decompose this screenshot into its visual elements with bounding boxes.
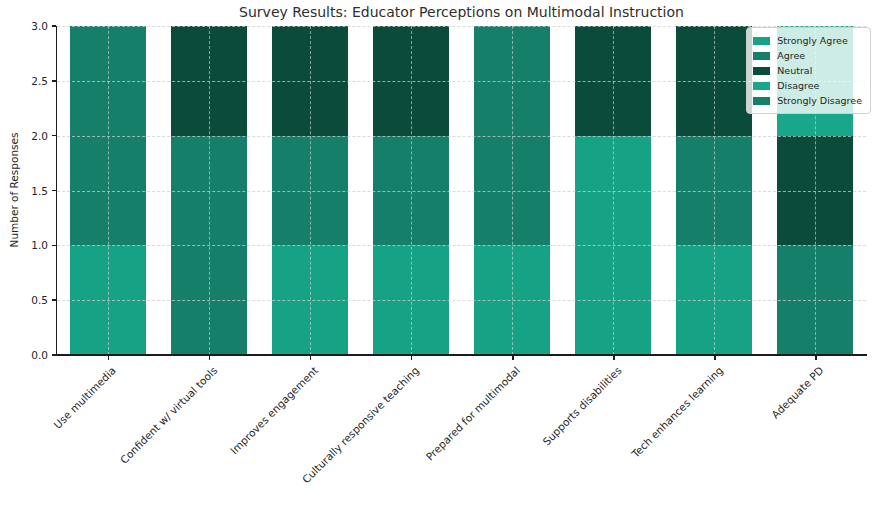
legend-item-strongly-disagree: Strongly Disagree	[753, 93, 862, 108]
x-gridline	[209, 26, 210, 355]
y-gridline	[57, 26, 866, 27]
legend-swatch-icon	[753, 37, 770, 45]
y-tick-mark	[52, 245, 56, 247]
x-tick-label-supports-disabilities: Supports disabilities	[540, 364, 624, 448]
x-tick-mark	[512, 356, 514, 360]
x-axis-spine	[56, 354, 867, 356]
legend-swatch-icon	[753, 67, 770, 75]
x-gridline	[613, 26, 614, 355]
legend-label: Strongly Agree	[777, 35, 848, 46]
legend-label: Agree	[777, 50, 805, 61]
y-tick-label: 1.5	[31, 185, 48, 197]
x-tick-mark	[411, 356, 413, 360]
x-tick-label-confident-w-virtual-tools: Confident w/ virtual tools	[117, 364, 219, 466]
x-gridline	[310, 26, 311, 355]
legend-swatch-icon	[753, 52, 770, 60]
y-tick-label: 3.0	[31, 20, 48, 32]
y-axis-label: Number of Responses	[8, 133, 20, 248]
x-tick-mark	[815, 356, 817, 360]
y-tick-label: 0.0	[31, 349, 48, 361]
x-tick-label-tech-enhances-learning: Tech enhances learning	[629, 364, 725, 460]
x-gridline	[512, 26, 513, 355]
y-tick-mark	[52, 354, 56, 356]
legend-item-neutral: Neutral	[753, 63, 862, 78]
y-tick-mark	[52, 25, 56, 27]
legend: Strongly Agree Agree Neutral Disagree Strong…	[746, 27, 871, 114]
y-tick-label: 2.5	[31, 75, 48, 87]
chart-title: Survey Results: Educator Perceptions on …	[57, 4, 866, 20]
x-gridline	[411, 26, 412, 355]
y-tick-mark	[52, 135, 56, 137]
y-tick-mark	[52, 190, 56, 192]
legend-item-strongly-agree: Strongly Agree	[753, 33, 862, 48]
y-gridline	[57, 300, 866, 301]
y-tick-mark	[52, 299, 56, 301]
x-tick-mark	[108, 356, 110, 360]
x-tick-label-improves-engagement: Improves engagement	[228, 364, 320, 456]
y-axis-spine	[56, 26, 58, 355]
legend-label: Strongly Disagree	[777, 95, 862, 106]
x-tick-mark	[310, 356, 312, 360]
y-tick-label: 0.5	[31, 294, 48, 306]
y-gridline	[57, 136, 866, 137]
legend-label: Neutral	[777, 65, 812, 76]
legend-swatch-icon	[753, 97, 770, 105]
legend-swatch-icon	[753, 82, 770, 90]
legend-label: Disagree	[777, 80, 819, 91]
y-tick-label: 2.0	[31, 130, 48, 142]
x-gridline	[714, 26, 715, 355]
x-tick-label-use-multimedia: Use multimedia	[51, 364, 118, 431]
y-gridline	[57, 191, 866, 192]
chart-figure: Survey Results: Educator Perceptions on …	[0, 0, 876, 508]
y-tick-mark	[52, 80, 56, 82]
x-tick-mark	[209, 356, 211, 360]
y-gridline	[57, 81, 866, 82]
x-tick-mark	[714, 356, 716, 360]
legend-item-disagree: Disagree	[753, 78, 862, 93]
x-tick-mark	[613, 356, 615, 360]
x-gridline	[108, 26, 109, 355]
x-tick-label-prepared-for-multimodal: Prepared for multimodal	[424, 364, 523, 463]
y-gridline	[57, 245, 866, 246]
x-tick-label-culturally-responsive-teaching: Culturally responsive teaching	[300, 364, 421, 485]
x-tick-label-adequate-pd: Adequate PD	[769, 364, 826, 421]
y-tick-label: 1.0	[31, 239, 48, 251]
legend-item-agree: Agree	[753, 48, 862, 63]
